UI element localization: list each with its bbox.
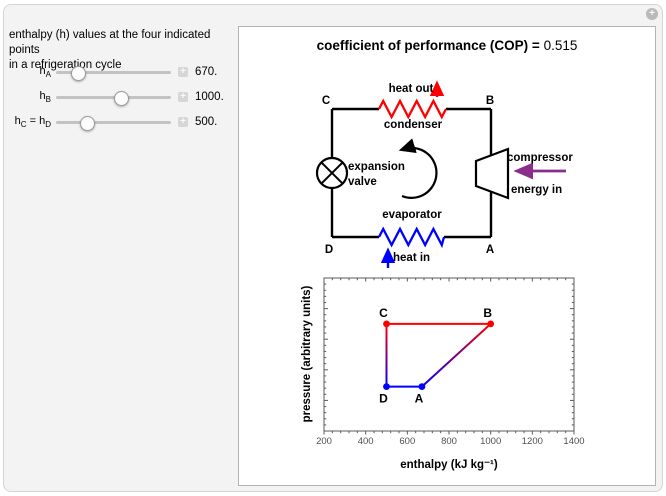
data-point-B: [487, 320, 495, 328]
slider-track-hB[interactable]: [56, 90, 171, 106]
stepper-button-hB[interactable]: +: [178, 92, 188, 102]
slider-row-hB: hB + 1000.: [9, 87, 224, 107]
chart-frame: [323, 277, 575, 432]
chart-point-label-A: A: [415, 392, 424, 406]
cycle-and-chart-graphic: heat out C B condenser expansion valve c…: [301, 80, 585, 471]
stepper-button-hC-hD[interactable]: +: [178, 117, 188, 127]
slider-thumb-hC-hD[interactable]: [80, 115, 96, 131]
x-tick-label: 400: [358, 436, 374, 447]
controls-panel: enthalpy (h) values at the four indicate…: [9, 28, 235, 131]
x-tick-label: 600: [399, 436, 415, 447]
slider-label-hC-hD: hC = hD: [14, 114, 51, 130]
heat-out-label: heat out: [389, 83, 434, 95]
slider-thumb-hB[interactable]: [114, 90, 130, 106]
slider-thumb-hA[interactable]: [71, 65, 87, 81]
slider-track-hA[interactable]: [56, 65, 171, 81]
cycle-direction-arrow-icon: [398, 138, 438, 199]
chart-layer: 200 400 600 800 1000 1200 1400 A B C D: [316, 277, 585, 447]
compressor-label: compressor: [507, 152, 573, 164]
x-tick-label: 1000: [480, 436, 501, 447]
chart-point-label-C: C: [379, 306, 388, 320]
chart-point-label-B: B: [483, 306, 492, 320]
output-panel: coefficient of performance (COP) = 0.515: [238, 26, 656, 486]
condenser-label: condenser: [384, 119, 443, 131]
compressor-icon: [474, 147, 510, 200]
slider-label-hB: hB: [39, 89, 51, 105]
slider-row-hA: hA + 670.: [9, 62, 217, 82]
slider-value-hB: 1000.: [195, 91, 224, 103]
x-tick-label: 200: [316, 436, 332, 447]
slider-label-hA: hA: [39, 64, 51, 80]
cop-value: 0.515: [543, 38, 578, 53]
evaporator-coil-icon: [377, 226, 446, 249]
description-line-1: enthalpy (h) values at the four indicate…: [9, 29, 211, 56]
data-point-D: [383, 383, 390, 391]
x-tick-label: 1200: [522, 436, 543, 447]
slider-row-hC-hD: hC = hD + 500.: [9, 112, 217, 132]
slider-value-hC-hD: 500.: [195, 116, 218, 128]
y-axis-label: pressure (arbitrary units): [301, 285, 313, 422]
x-tick-label: 800: [441, 436, 457, 447]
heat-in-label: heat in: [393, 252, 430, 264]
options-plus-button[interactable]: +: [646, 8, 658, 20]
x-axis-label: enthalpy (kJ kg⁻¹): [400, 459, 498, 471]
cycle-schematic: heat out C B condenser expansion valve c…: [315, 80, 573, 268]
slider-track-hC-hD[interactable]: [56, 115, 171, 131]
evaporator-label: evaporator: [382, 209, 442, 221]
expansion-label-line2: valve: [348, 176, 377, 188]
expansion-label-line1: expansion: [348, 161, 405, 173]
point-d-label: D: [325, 244, 333, 256]
cycle-segment-AB: [421, 323, 492, 388]
chart-point-label-D: D: [379, 392, 388, 406]
ph-chart: 200 400 600 800 1000 1200 1400 A B C D enthalpy (k…: [301, 277, 585, 471]
cop-result: coefficient of performance (COP) = 0.515: [239, 38, 655, 53]
point-a-label: A: [486, 244, 494, 256]
stepper-button-hA[interactable]: +: [178, 67, 188, 77]
condenser-coil-icon: [377, 98, 448, 120]
slider-value-hA: 670.: [195, 66, 218, 78]
cop-label: coefficient of performance (COP) =: [316, 38, 544, 53]
description-line-2: in a refrigeration cycle: [9, 59, 122, 71]
energy-in-label: energy in: [511, 184, 562, 196]
data-point-A: [418, 383, 426, 391]
point-b-label: B: [486, 95, 494, 107]
point-c-label: C: [322, 95, 330, 107]
expansion-valve-icon: [315, 156, 349, 190]
data-point-C: [383, 320, 390, 328]
x-tick-label: 1400: [563, 436, 584, 447]
